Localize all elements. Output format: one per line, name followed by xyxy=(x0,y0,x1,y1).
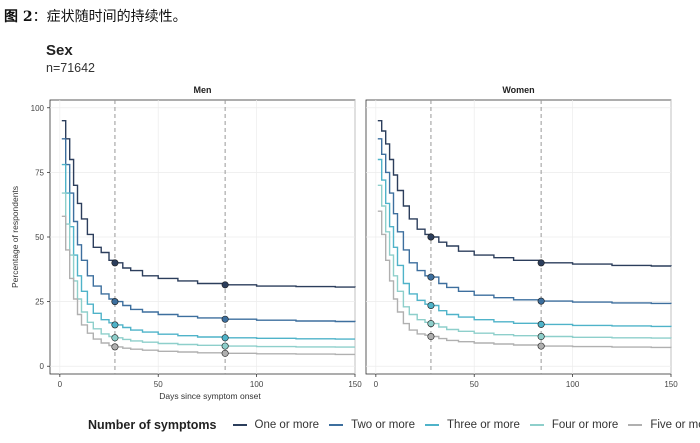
series-line-five-or-more xyxy=(377,210,672,349)
x-tick-label: 150 xyxy=(348,380,362,389)
legend-item: Five or more xyxy=(628,419,700,431)
x-axis-title: Days since symptom onset xyxy=(159,391,261,401)
legend-label: Three or more xyxy=(446,419,520,431)
facet-label-women: Women xyxy=(502,85,534,95)
facet-strip xyxy=(366,80,671,98)
series-line-one-or-more xyxy=(61,120,356,288)
x-tick-label: 0 xyxy=(374,380,379,389)
legend-swatch xyxy=(424,424,439,426)
legend-item: One or more xyxy=(232,419,320,431)
y-axis-title: Percentage of respondents xyxy=(10,186,20,288)
x-tick-label: 50 xyxy=(154,380,163,389)
data-point-marker xyxy=(427,333,435,341)
x-tick-label: 100 xyxy=(250,380,264,389)
data-point-marker xyxy=(221,342,229,350)
legend-label: Two or more xyxy=(351,419,415,431)
y-tick-label: 25 xyxy=(35,298,44,307)
x-tick-label: 50 xyxy=(470,380,479,389)
data-point-marker xyxy=(537,342,545,350)
series-line-one-or-more xyxy=(377,120,672,267)
chart-subtitle: n=71642 xyxy=(46,61,96,75)
series-line-four-or-more xyxy=(61,192,355,348)
legend: Number of symptoms One or more Two or mor… xyxy=(88,418,700,432)
data-point-marker xyxy=(537,259,545,267)
data-point-marker xyxy=(221,281,229,289)
facet-label-men: Men xyxy=(194,85,212,95)
data-point-marker xyxy=(427,320,435,328)
y-tick-label: 0 xyxy=(40,362,45,371)
x-tick-label: 100 xyxy=(566,380,580,389)
figure-caption-text: ：症状随时间的持续性。 xyxy=(32,9,187,25)
x-tick-label: 0 xyxy=(58,380,63,389)
x-tick-label: 150 xyxy=(664,380,678,389)
legend-title: Number of symptoms xyxy=(88,418,217,432)
series-line-three-or-more xyxy=(61,163,355,340)
series-line-four-or-more xyxy=(377,184,672,339)
series-line-two-or-more xyxy=(61,138,356,323)
figure-label: 图 2 xyxy=(4,9,33,25)
y-tick-label: 75 xyxy=(35,168,44,177)
facet-strip xyxy=(50,80,355,98)
series-line-five-or-more xyxy=(61,215,355,356)
data-point-marker xyxy=(221,349,229,357)
y-tick-label: 50 xyxy=(35,233,44,242)
legend-swatch xyxy=(329,424,344,426)
data-point-marker xyxy=(537,297,545,305)
data-point-marker xyxy=(427,273,435,281)
series-line-three-or-more xyxy=(377,158,672,328)
data-point-marker xyxy=(427,301,435,309)
legend-swatch xyxy=(529,424,544,426)
legend-item: Four or more xyxy=(529,419,619,431)
y-tick-label: 100 xyxy=(31,104,45,113)
legend-label: Five or more xyxy=(650,419,700,431)
data-point-marker xyxy=(111,259,119,267)
chart-title: Sex xyxy=(46,42,73,59)
data-point-marker xyxy=(537,320,545,328)
data-point-marker xyxy=(111,321,119,329)
figure-caption: 图 2：症状随时间的持续性。 xyxy=(4,6,187,26)
legend-swatch xyxy=(232,424,247,426)
series-line-two-or-more xyxy=(377,138,672,305)
legend-swatch xyxy=(628,424,643,426)
legend-label: Four or more xyxy=(551,419,619,431)
legend-item: Three or more xyxy=(424,419,520,431)
legend-items: One or more Two or more Three or more Four … xyxy=(223,419,700,431)
data-point-marker xyxy=(111,343,119,351)
data-point-marker xyxy=(221,334,229,342)
data-point-marker xyxy=(537,333,545,341)
data-point-marker xyxy=(221,315,229,323)
data-point-marker xyxy=(111,298,119,306)
data-point-marker xyxy=(427,233,435,241)
legend-label: One or more xyxy=(254,419,320,431)
legend-item: Two or more xyxy=(329,419,415,431)
data-point-marker xyxy=(111,334,119,342)
